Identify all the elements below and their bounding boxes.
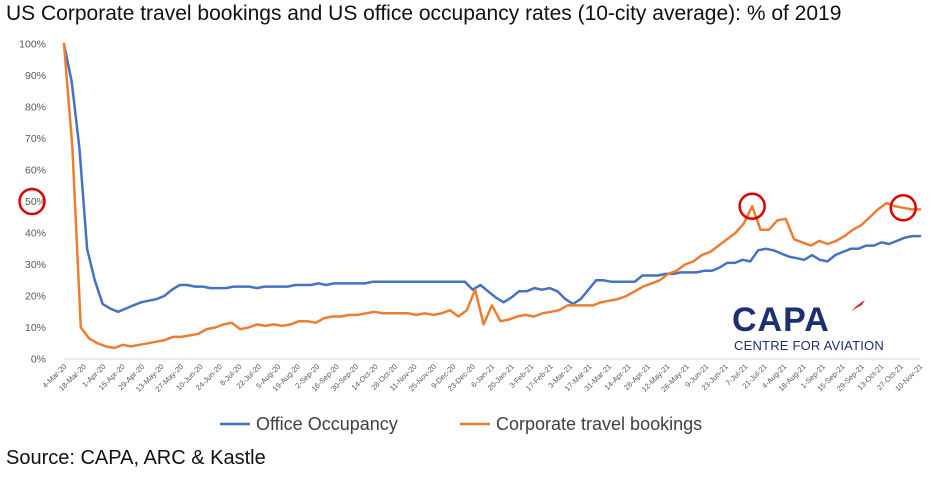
y-tick-label: 70%	[25, 133, 46, 145]
y-tick-label: 90%	[25, 70, 46, 82]
chart-title: US Corporate travel bookings and US offi…	[6, 2, 842, 25]
series-lines	[62, 42, 922, 350]
y-tick-label: 60%	[25, 165, 46, 177]
legend-label: Corporate travel bookings	[496, 414, 702, 434]
y-tick-label: 50%	[25, 196, 46, 208]
capa-logo: CAPA CENTRE FOR AVIATION	[728, 300, 884, 355]
y-tick-label: 30%	[25, 259, 46, 271]
y-tick-label: 40%	[25, 228, 46, 240]
annotation-circles	[18, 187, 917, 222]
chart-plot: 0% 10% 20% 30% 40% 50% 60% 70% 80% 90% 100% 4-Mar-…	[18, 39, 925, 434]
annotation-circle	[18, 187, 46, 216]
y-tick-label: 80%	[25, 102, 46, 114]
y-tick-label: 20%	[25, 291, 46, 303]
annotation-circle	[738, 192, 766, 220]
y-tick-label: 100%	[19, 39, 46, 51]
x-axis-ticks: 4-Mar-2018-Mar-201-Apr-2015-Apr-2029-Apr…	[41, 362, 925, 394]
series-line	[62, 42, 922, 314]
series-line	[62, 42, 922, 350]
y-tick-label: 0%	[31, 354, 46, 366]
y-axis-ticks: 0% 10% 20% 30% 40% 50% 60% 70% 80% 90% 100%	[19, 39, 46, 366]
legend-label: Office Occupancy	[256, 414, 398, 434]
annotation-circle	[889, 194, 917, 222]
capa-swoosh-icon	[851, 300, 865, 311]
source-note: Source: CAPA, ARC & Kastle	[6, 447, 266, 469]
legend: Office Occupancy Corporate travel booking…	[220, 414, 702, 434]
y-tick-label: 10%	[25, 322, 46, 334]
capa-logo-word: CAPA	[732, 301, 830, 339]
capa-logo-subtitle: CENTRE FOR AVIATION	[734, 338, 884, 353]
